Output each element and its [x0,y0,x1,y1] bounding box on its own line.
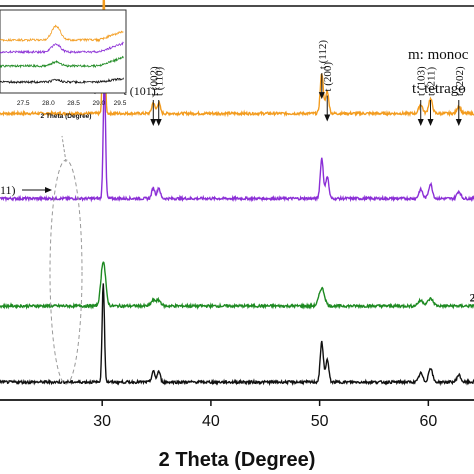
inset-series-group [0,24,124,85]
series-line-4 [0,283,474,387]
legend: m: monoc t: tetrago [408,47,469,97]
x-tick-label: 60 [419,413,437,430]
series-line-1 [0,0,474,118]
inset-x-tick-label: 29.5 [114,100,127,107]
series-line-2 [0,78,474,203]
inset-x-title: 2 Theta (Degree) [41,113,92,120]
peak-annotation: t (200) [322,62,334,92]
x-tick-label: 40 [202,413,220,430]
inset-x-tick-label: 28.5 [67,100,80,107]
peak-annotations: t (002)t (110) t (112)t (200) t (103)t (21… [0,40,474,305]
arrow-head [427,119,434,127]
inset-x-tick-label: 27.5 [17,100,30,107]
peak-annotation: t (110) [154,66,166,96]
inset-x-ticks: 27.5 28.0 28.5 29.0 29.5 [17,100,127,107]
inset-x-tick-label: 28.0 [42,100,55,107]
peak-annotation: 2 [470,291,474,305]
inset-series-line-2 [0,41,124,55]
legend-item-tetragonal: t: tetrago [412,81,466,97]
inset-series-line-1 [0,24,124,43]
peak-annotation: t (112) [317,40,329,70]
x-axis-title: 2 Theta (Degree) [159,449,316,471]
series-line-3 [0,261,474,310]
peak-annotation: t (002) [148,66,160,96]
x-tick-label: 50 [311,413,329,430]
x-axis-ticks: 30 40 50 60 [93,400,437,430]
inset-series-line-3 [0,55,124,69]
highlight-ellipse [49,159,83,385]
peak-annotation: 11) [0,183,16,197]
inset-series-line-4 [0,77,124,85]
legend-item-monoclinic: m: monoc [408,47,469,63]
arrow-head [318,92,325,100]
peak-annotation: t (211) [426,66,438,96]
inset-x-tick-label: 29.0 [92,100,105,107]
peak-annotation: t (101) [123,84,155,98]
x-tick-label: 30 [93,413,111,430]
arrow-head [324,114,331,122]
arrow-head [155,119,162,127]
arrow-head [45,187,52,194]
series-group [0,0,474,387]
arrow-head [455,119,462,127]
arrow-head [417,119,424,127]
peak-annotation: t (202) [454,66,466,96]
arrow-head [150,119,157,127]
peak-annotation: t (103) [416,66,428,96]
inset-frame [0,9,127,94]
inset-chart: 27.5 28.0 28.5 29.0 29.5 2 Theta (Degree) [0,9,127,120]
zoom-arrow [61,135,67,163]
